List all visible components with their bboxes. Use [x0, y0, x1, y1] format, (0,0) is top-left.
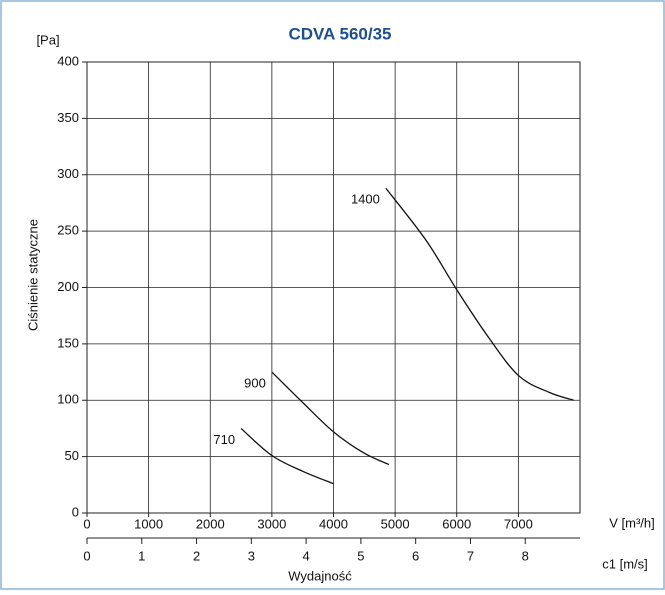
y-tick-label: 250 [57, 223, 79, 238]
chart-title: CDVA 560/35 [289, 24, 392, 43]
fan-curve [240, 427, 334, 485]
y-tick-label: 350 [57, 110, 79, 125]
y-tick-label: 300 [57, 166, 79, 181]
x2-axis-label: c1 [m/s] [602, 556, 648, 571]
x2-tick-label: 7 [467, 548, 474, 563]
x-tick-label: 5000 [381, 516, 410, 531]
curve-label: 1400 [351, 192, 380, 207]
x-tick-label: 0 [83, 516, 90, 531]
x-tick-label: 4000 [319, 516, 348, 531]
y-tick-label: 150 [57, 335, 79, 350]
fan-curve [271, 371, 390, 466]
x2-tick-label: 3 [248, 548, 255, 563]
curve-label: 900 [244, 376, 266, 391]
y-axis-label: Ciśnienie statyczne [25, 219, 40, 331]
y-unit: [Pa] [36, 32, 59, 47]
curve-label: 710 [213, 432, 235, 447]
x-tick-label: 2000 [196, 516, 225, 531]
x-axis-label: Wydajność [288, 568, 352, 583]
fan-curve [385, 187, 575, 401]
x2-tick-label: 2 [193, 548, 200, 563]
x-tick-label: 1000 [134, 516, 163, 531]
x2-tick-label: 0 [83, 548, 90, 563]
x-tick-label: 6000 [442, 516, 471, 531]
x-unit: V [m³/h] [609, 515, 655, 530]
x-tick-label: 3000 [257, 516, 286, 531]
y-tick-label: 400 [57, 53, 79, 68]
y-tick-label: 0 [72, 504, 79, 519]
x2-tick-label: 5 [357, 548, 364, 563]
y-tick-label: 50 [65, 448, 79, 463]
x2-tick-label: 6 [412, 548, 419, 563]
y-tick-label: 200 [57, 279, 79, 294]
y-tick-label: 100 [57, 392, 79, 407]
x2-tick-label: 1 [138, 548, 145, 563]
x2-tick-label: 4 [302, 548, 309, 563]
x-tick-label: 7000 [504, 516, 533, 531]
x2-tick-label: 8 [522, 548, 529, 563]
